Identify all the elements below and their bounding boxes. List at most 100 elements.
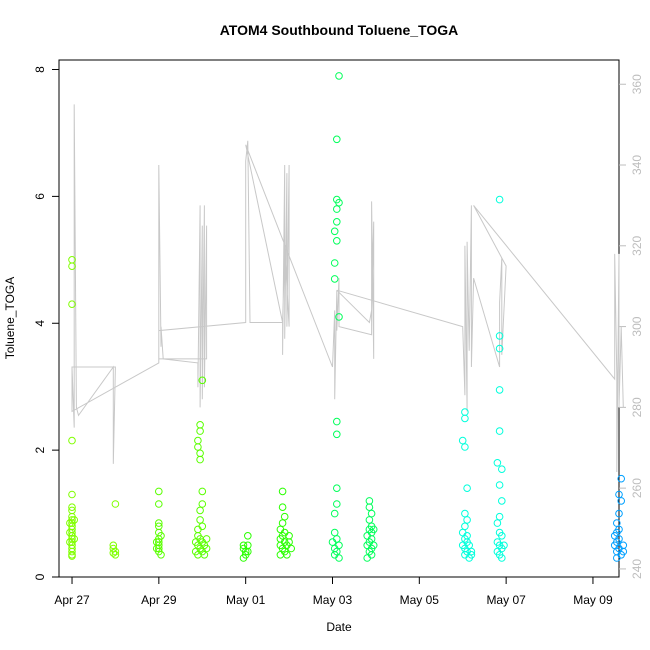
data-point — [111, 551, 120, 559]
data-point — [66, 528, 74, 537]
data-point — [500, 541, 508, 550]
data-point — [276, 551, 285, 559]
data-point — [461, 522, 469, 531]
data-point — [467, 551, 476, 559]
data-point — [495, 195, 504, 204]
data-point — [191, 547, 200, 556]
data-point — [70, 516, 78, 524]
data-point — [196, 427, 204, 435]
data-point — [157, 532, 165, 540]
y2-tick-label: 360 — [630, 74, 644, 94]
data-point — [330, 509, 339, 518]
data-point — [68, 300, 76, 309]
data-point — [68, 262, 76, 271]
data-point — [280, 512, 289, 521]
data-point — [285, 532, 293, 540]
y2-tick-label: 340 — [630, 155, 644, 175]
y2-tick-label: 260 — [630, 478, 644, 498]
y-tick-label: 4 — [33, 320, 47, 327]
data-point — [152, 544, 161, 553]
data-point — [239, 554, 248, 562]
data-point — [196, 506, 204, 515]
data-point — [196, 449, 204, 458]
y-tick-label: 8 — [33, 66, 47, 73]
series-line — [71, 104, 624, 473]
data-point — [68, 490, 76, 499]
data-point — [333, 484, 341, 493]
data-point — [461, 408, 469, 416]
data-point — [335, 554, 343, 562]
data-point — [68, 547, 76, 556]
data-point — [328, 538, 337, 546]
data-point — [155, 487, 163, 496]
x-tick-label: May 09 — [573, 593, 613, 607]
data-point — [330, 227, 339, 236]
data-point — [495, 344, 504, 353]
data-point — [278, 519, 287, 527]
data-point — [244, 532, 252, 540]
x-tick-label: May 03 — [313, 593, 353, 607]
data-point — [333, 417, 341, 426]
data-point — [196, 455, 204, 464]
data-point — [157, 551, 165, 559]
x-tick-label: May 01 — [226, 593, 266, 607]
data-point — [194, 443, 202, 451]
data-point — [498, 465, 506, 474]
x-tick-label: Apr 29 — [141, 593, 177, 607]
y-tick-label: 6 — [33, 193, 47, 200]
data-point — [333, 205, 341, 213]
data-point — [335, 313, 343, 321]
data-point — [202, 535, 211, 543]
data-point — [68, 552, 76, 560]
data-point — [458, 436, 467, 445]
y2-tick-label: 240 — [630, 559, 644, 579]
x-axis-label: Date — [326, 620, 352, 634]
y-tick-label: 2 — [33, 446, 47, 453]
data-point — [194, 436, 202, 445]
data-point — [202, 544, 211, 553]
data-point — [111, 500, 120, 508]
data-point — [461, 443, 469, 451]
data-point — [495, 427, 504, 435]
data-point — [365, 516, 374, 524]
data-point — [615, 490, 623, 499]
data-point — [333, 237, 341, 245]
data-point — [335, 72, 343, 80]
data-point — [70, 535, 78, 543]
data-point — [191, 538, 200, 546]
data-point — [196, 421, 204, 429]
data-point — [615, 509, 623, 518]
data-point — [111, 547, 120, 556]
data-point — [68, 503, 76, 512]
data-point — [198, 487, 207, 496]
y2-tick-label: 280 — [630, 397, 644, 417]
chart-title: ATOM4 Southbound Toluene_TOGA — [220, 22, 459, 38]
data-point — [461, 509, 469, 518]
data-point — [335, 198, 343, 207]
data-point — [619, 541, 628, 550]
data-point — [369, 525, 378, 534]
data-point — [278, 487, 287, 496]
data-point — [330, 259, 339, 267]
data-point — [109, 549, 118, 557]
data-point — [333, 500, 341, 508]
y-axis-label: Toluene_TOGA — [3, 277, 17, 360]
data-point — [463, 484, 471, 493]
data-point — [461, 414, 469, 423]
x-tick-label: May 05 — [400, 593, 440, 607]
data-point — [363, 554, 372, 562]
x-tick-label: Apr 27 — [54, 593, 90, 607]
data-point — [495, 332, 504, 340]
data-point — [617, 474, 626, 483]
data-point — [196, 516, 204, 524]
data-point — [330, 528, 339, 537]
y2-tick-label: 320 — [630, 235, 644, 255]
data-point — [330, 275, 339, 283]
data-point — [617, 497, 626, 505]
data-point — [365, 503, 374, 512]
data-point — [495, 512, 504, 521]
data-point — [244, 541, 252, 550]
data-point — [498, 532, 506, 540]
data-point — [278, 503, 287, 512]
